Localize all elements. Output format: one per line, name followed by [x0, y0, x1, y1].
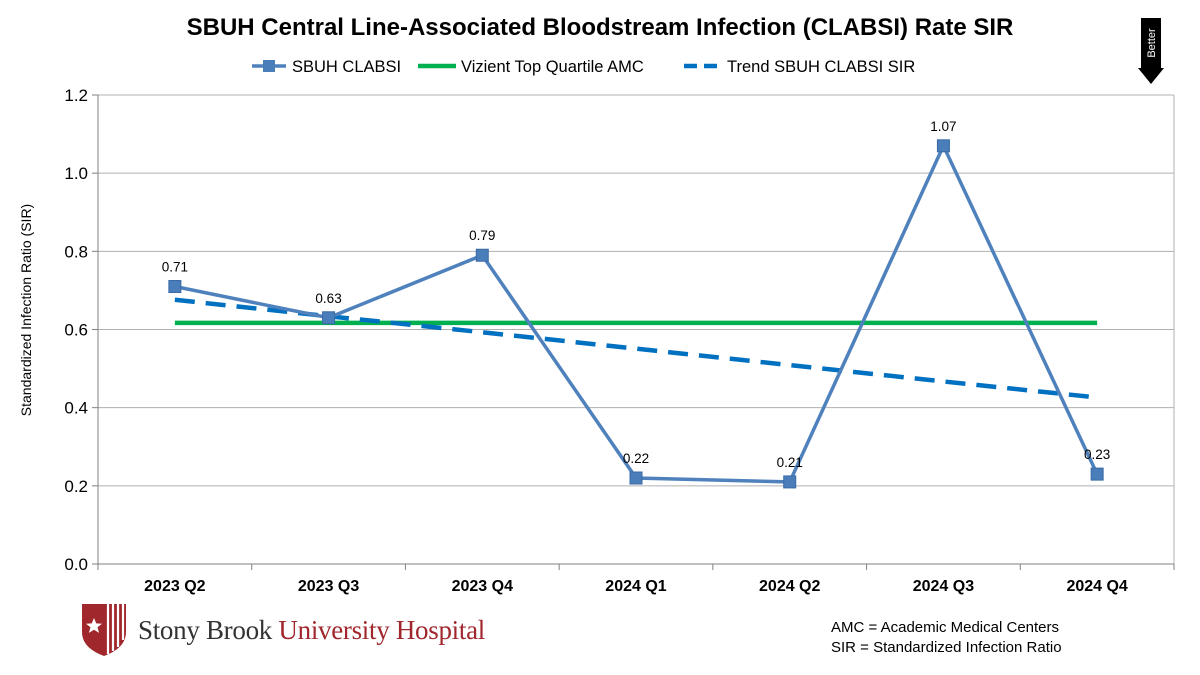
data-label: 1.07 — [930, 119, 956, 134]
gridlines — [98, 94, 1175, 564]
data-point-marker — [629, 471, 643, 485]
footnote-amc: AMC = Academic Medical Centers — [831, 619, 1060, 636]
hospital-name-part1: Stony Brook — [138, 614, 279, 645]
data-label: 0.22 — [623, 451, 649, 466]
data-label: 0.23 — [1084, 447, 1110, 462]
series: 0.71 0.63 0.79 0.22 0.21 1.07 0.23 — [162, 119, 1110, 489]
better-indicator-bar — [1141, 18, 1161, 70]
y-tick-label: 0.8 — [64, 242, 88, 261]
data-label: 0.71 — [162, 260, 188, 275]
footnotes: AMC = Academic Medical Centers SIR = Sta… — [831, 618, 1062, 658]
data-label: 0.63 — [315, 291, 341, 306]
shield-logo-icon — [82, 604, 126, 656]
y-tick-label: 0.6 — [64, 321, 88, 340]
y-tick-label: 0.4 — [64, 399, 88, 418]
x-tick-label: 2024 Q4 — [1066, 578, 1127, 595]
x-tick-label: 2024 Q1 — [605, 578, 666, 595]
data-point-marker — [475, 248, 489, 262]
x-tick-label: 2024 Q3 — [913, 578, 974, 595]
better-indicator: Better — [1138, 18, 1164, 84]
better-label: Better — [1146, 28, 1158, 58]
legend: SBUH CLABSI Vizient Top Quartile AMC Trend… — [252, 58, 915, 76]
chart-title: SBUH Central Line-Associated Bloodstream… — [186, 14, 1014, 41]
y-axis-title: Standardized Infection Ratio (SIR) — [18, 204, 34, 416]
data-point-marker — [936, 139, 950, 153]
data-point-marker — [783, 475, 797, 489]
y-tick-label: 0.2 — [64, 477, 88, 496]
data-point-marker — [322, 311, 336, 325]
legend-label-benchmark: Vizient Top Quartile AMC — [461, 58, 644, 76]
x-tick-label: 2023 Q4 — [452, 578, 513, 595]
x-tick-label: 2023 Q2 — [144, 578, 205, 595]
x-tick-label: 2023 Q3 — [298, 578, 359, 595]
hospital-name: Stony Brook University Hospital — [138, 615, 485, 646]
data-point-marker — [168, 280, 182, 294]
legend-label-trend: Trend SBUH CLABSI SIR — [727, 58, 915, 76]
legend-label-series: SBUH CLABSI — [292, 58, 401, 76]
hospital-name-part2: University Hospital — [278, 614, 485, 645]
y-tick-label: 1.2 — [64, 86, 88, 105]
hospital-logo: Stony Brook University Hospital — [80, 602, 485, 658]
series-line — [174, 141, 1099, 484]
x-tick-label: 2024 Q2 — [759, 578, 820, 595]
data-label: 0.79 — [469, 228, 495, 243]
arrow-down-icon — [1138, 68, 1164, 84]
axes: 0.0 0.2 0.4 0.6 0.8 1.0 1.2 2023 Q2 2023 Q3 2023 … — [64, 86, 1175, 595]
y-tick-label: 1.0 — [64, 164, 88, 183]
footnote-sir: SIR = Standardized Infection Ratio — [831, 639, 1062, 656]
data-label: 0.21 — [777, 455, 803, 470]
y-tick-label: 0.0 — [64, 555, 88, 574]
data-point-marker — [1090, 467, 1104, 481]
legend-marker-series — [263, 60, 275, 72]
